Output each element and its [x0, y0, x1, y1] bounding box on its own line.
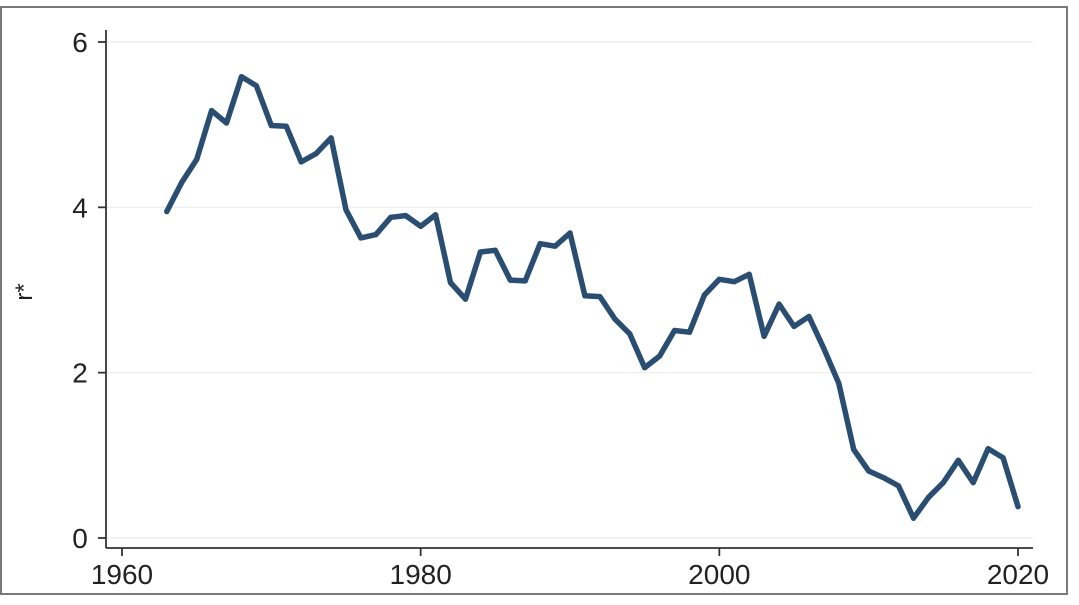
data-point-2010: [866, 468, 872, 474]
x-tick-label-2000: 2000: [688, 559, 750, 590]
data-point-1970: [268, 122, 274, 129]
data-point-1983: [462, 296, 469, 302]
data-point-1991: [582, 293, 588, 299]
data-point-2004: [776, 301, 782, 307]
data-point-1980: [418, 223, 424, 229]
y-tick-label-4: 4: [72, 192, 88, 223]
data-point-1976: [358, 235, 364, 241]
data-point-2011: [881, 475, 887, 481]
y-tick-label-6: 6: [72, 27, 88, 58]
y-tick-label-0: 0: [72, 523, 88, 554]
data-point-2019: [1000, 455, 1006, 461]
data-point-1997: [671, 327, 678, 334]
data-point-2009: [851, 446, 857, 453]
data-point-2003: [761, 333, 767, 339]
data-point-1989: [552, 243, 558, 249]
data-point-1969: [253, 83, 259, 89]
data-point-2007: [821, 346, 827, 352]
data-point-1978: [388, 214, 394, 220]
data-point-1986: [507, 277, 513, 283]
data-point-1995: [642, 365, 648, 371]
data-point-1984: [477, 249, 483, 255]
data-point-2020: [1015, 504, 1021, 510]
data-point-1965: [194, 156, 200, 162]
data-point-1990: [567, 230, 573, 236]
y-axis-title: r*: [11, 283, 38, 300]
data-point-2005: [791, 323, 797, 329]
data-point-1979: [403, 213, 409, 219]
data-point-1973: [313, 151, 319, 157]
y-tick-label-2: 2: [72, 358, 88, 389]
data-point-1964: [179, 179, 185, 186]
data-point-2000: [716, 276, 722, 282]
y-ticks: 0 2 4 6: [72, 27, 106, 554]
data-point-1971: [283, 123, 289, 129]
data-point-1988: [537, 241, 543, 247]
data-point-1992: [597, 294, 603, 300]
data-point-1968: [238, 74, 245, 80]
data-point-1999: [701, 292, 708, 298]
data-point-1974: [328, 135, 334, 141]
data-point-2001: [731, 279, 737, 285]
x-ticks: 1960 1980 2000 2020: [91, 548, 1049, 590]
data-point-2006: [806, 313, 812, 320]
data-point-2014: [925, 494, 932, 501]
data-point-1967: [223, 120, 230, 126]
data-point-2002: [746, 271, 752, 277]
chart-border: [0, 6, 1068, 595]
data-point-2016: [955, 457, 961, 463]
data-point-1982: [447, 280, 454, 286]
data-point-2013: [910, 515, 917, 521]
x-tick-label-1980: 1980: [390, 559, 452, 590]
x-tick-label-1960: 1960: [91, 559, 153, 590]
x-tick-label-2020: 2020: [987, 559, 1049, 590]
data-point-1966: [209, 108, 215, 114]
data-point-1998: [686, 329, 693, 335]
data-point-1994: [627, 331, 633, 337]
data-point-2008: [836, 380, 842, 386]
data-point-2018: [985, 446, 991, 452]
gridlines: [106, 41, 1033, 539]
data-point-1963: [164, 208, 170, 215]
data-point-1985: [492, 247, 498, 253]
series-line: [164, 73, 1021, 521]
data-point-1972: [298, 159, 304, 165]
data-point-1975: [343, 207, 349, 213]
data-point-1981: [433, 212, 439, 218]
series-points: [164, 74, 1021, 521]
data-point-2017: [970, 480, 976, 486]
data-point-1996: [657, 353, 663, 359]
data-point-2012: [895, 483, 902, 489]
data-point-1977: [373, 232, 379, 238]
data-point-1993: [612, 316, 618, 322]
data-point-2015: [940, 480, 946, 486]
data-point-1987: [522, 278, 528, 284]
